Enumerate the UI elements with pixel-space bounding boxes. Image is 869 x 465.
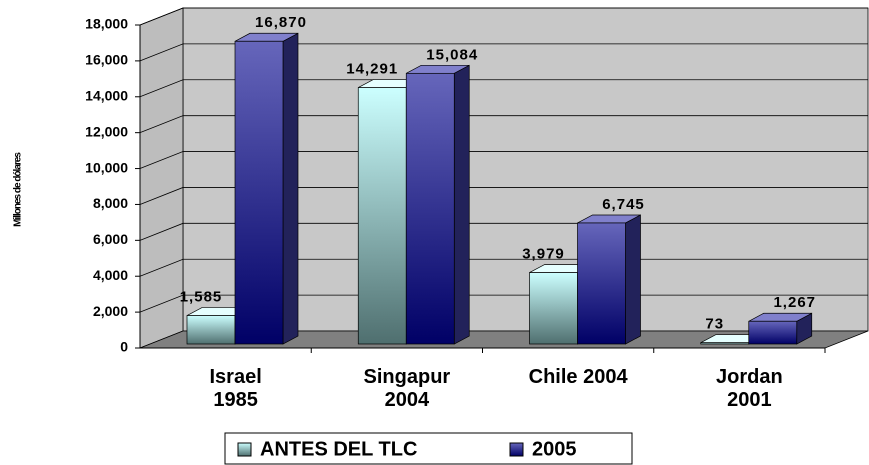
y-tick-label: 8,000 [93, 195, 128, 211]
bar-front [186, 315, 236, 345]
y-tick-label: 0 [120, 339, 128, 355]
y-tick-label: 6,000 [93, 231, 128, 247]
y-tick-label: 18,000 [85, 16, 128, 32]
bar-side [453, 64, 470, 345]
bar-front [748, 320, 798, 345]
bar-front [577, 222, 626, 345]
grid-line [139, 115, 868, 134]
bar-front [405, 72, 455, 345]
y-tick-label: 2,000 [93, 303, 128, 319]
bar [577, 214, 641, 345]
bar-front [700, 342, 750, 345]
bar-side [625, 214, 641, 345]
data-label: 1,267 [773, 294, 816, 311]
y-axis-label: Millones de dólares [13, 152, 24, 227]
bar [405, 64, 470, 345]
y-tick-label: 16,000 [85, 52, 128, 68]
data-label: 6,745 [602, 196, 645, 213]
grid-line [139, 151, 868, 169]
data-label: 3,979 [522, 246, 565, 263]
y-tick-label: 4,000 [93, 267, 128, 283]
bar [234, 32, 299, 345]
x-tick-label: Jordan 2001 [716, 366, 783, 411]
data-label: 15,084 [426, 46, 478, 63]
x-tick-label: Israel 1985 [209, 366, 262, 411]
x-tick-label: Singapur 2004 [363, 366, 451, 411]
legend-swatch [509, 442, 524, 457]
legend-box [224, 432, 633, 465]
y-tick-label: 12,000 [85, 123, 128, 139]
legend-label: ANTES DEL TLC [260, 438, 417, 460]
bar-front [357, 87, 407, 345]
grid-line [139, 79, 868, 98]
side-wall [139, 7, 184, 349]
grid-line [139, 187, 868, 205]
data-label: 16,870 [255, 14, 307, 31]
grid-line [139, 7, 868, 26]
data-label: 14,291 [346, 61, 398, 78]
data-label: 73 [705, 316, 724, 333]
legend-swatch [237, 442, 252, 457]
y-tick-label: 14,000 [85, 87, 128, 103]
data-label: 1,585 [180, 289, 223, 306]
bar-side [282, 32, 299, 345]
bar [748, 312, 813, 345]
bar-front [529, 272, 578, 345]
grid-line [139, 43, 868, 62]
legend-label: 2005 [532, 438, 577, 460]
y-tick-label: 10,000 [85, 159, 128, 175]
x-tick-label: Chile 2004 [528, 366, 628, 388]
bar-front [234, 40, 284, 345]
